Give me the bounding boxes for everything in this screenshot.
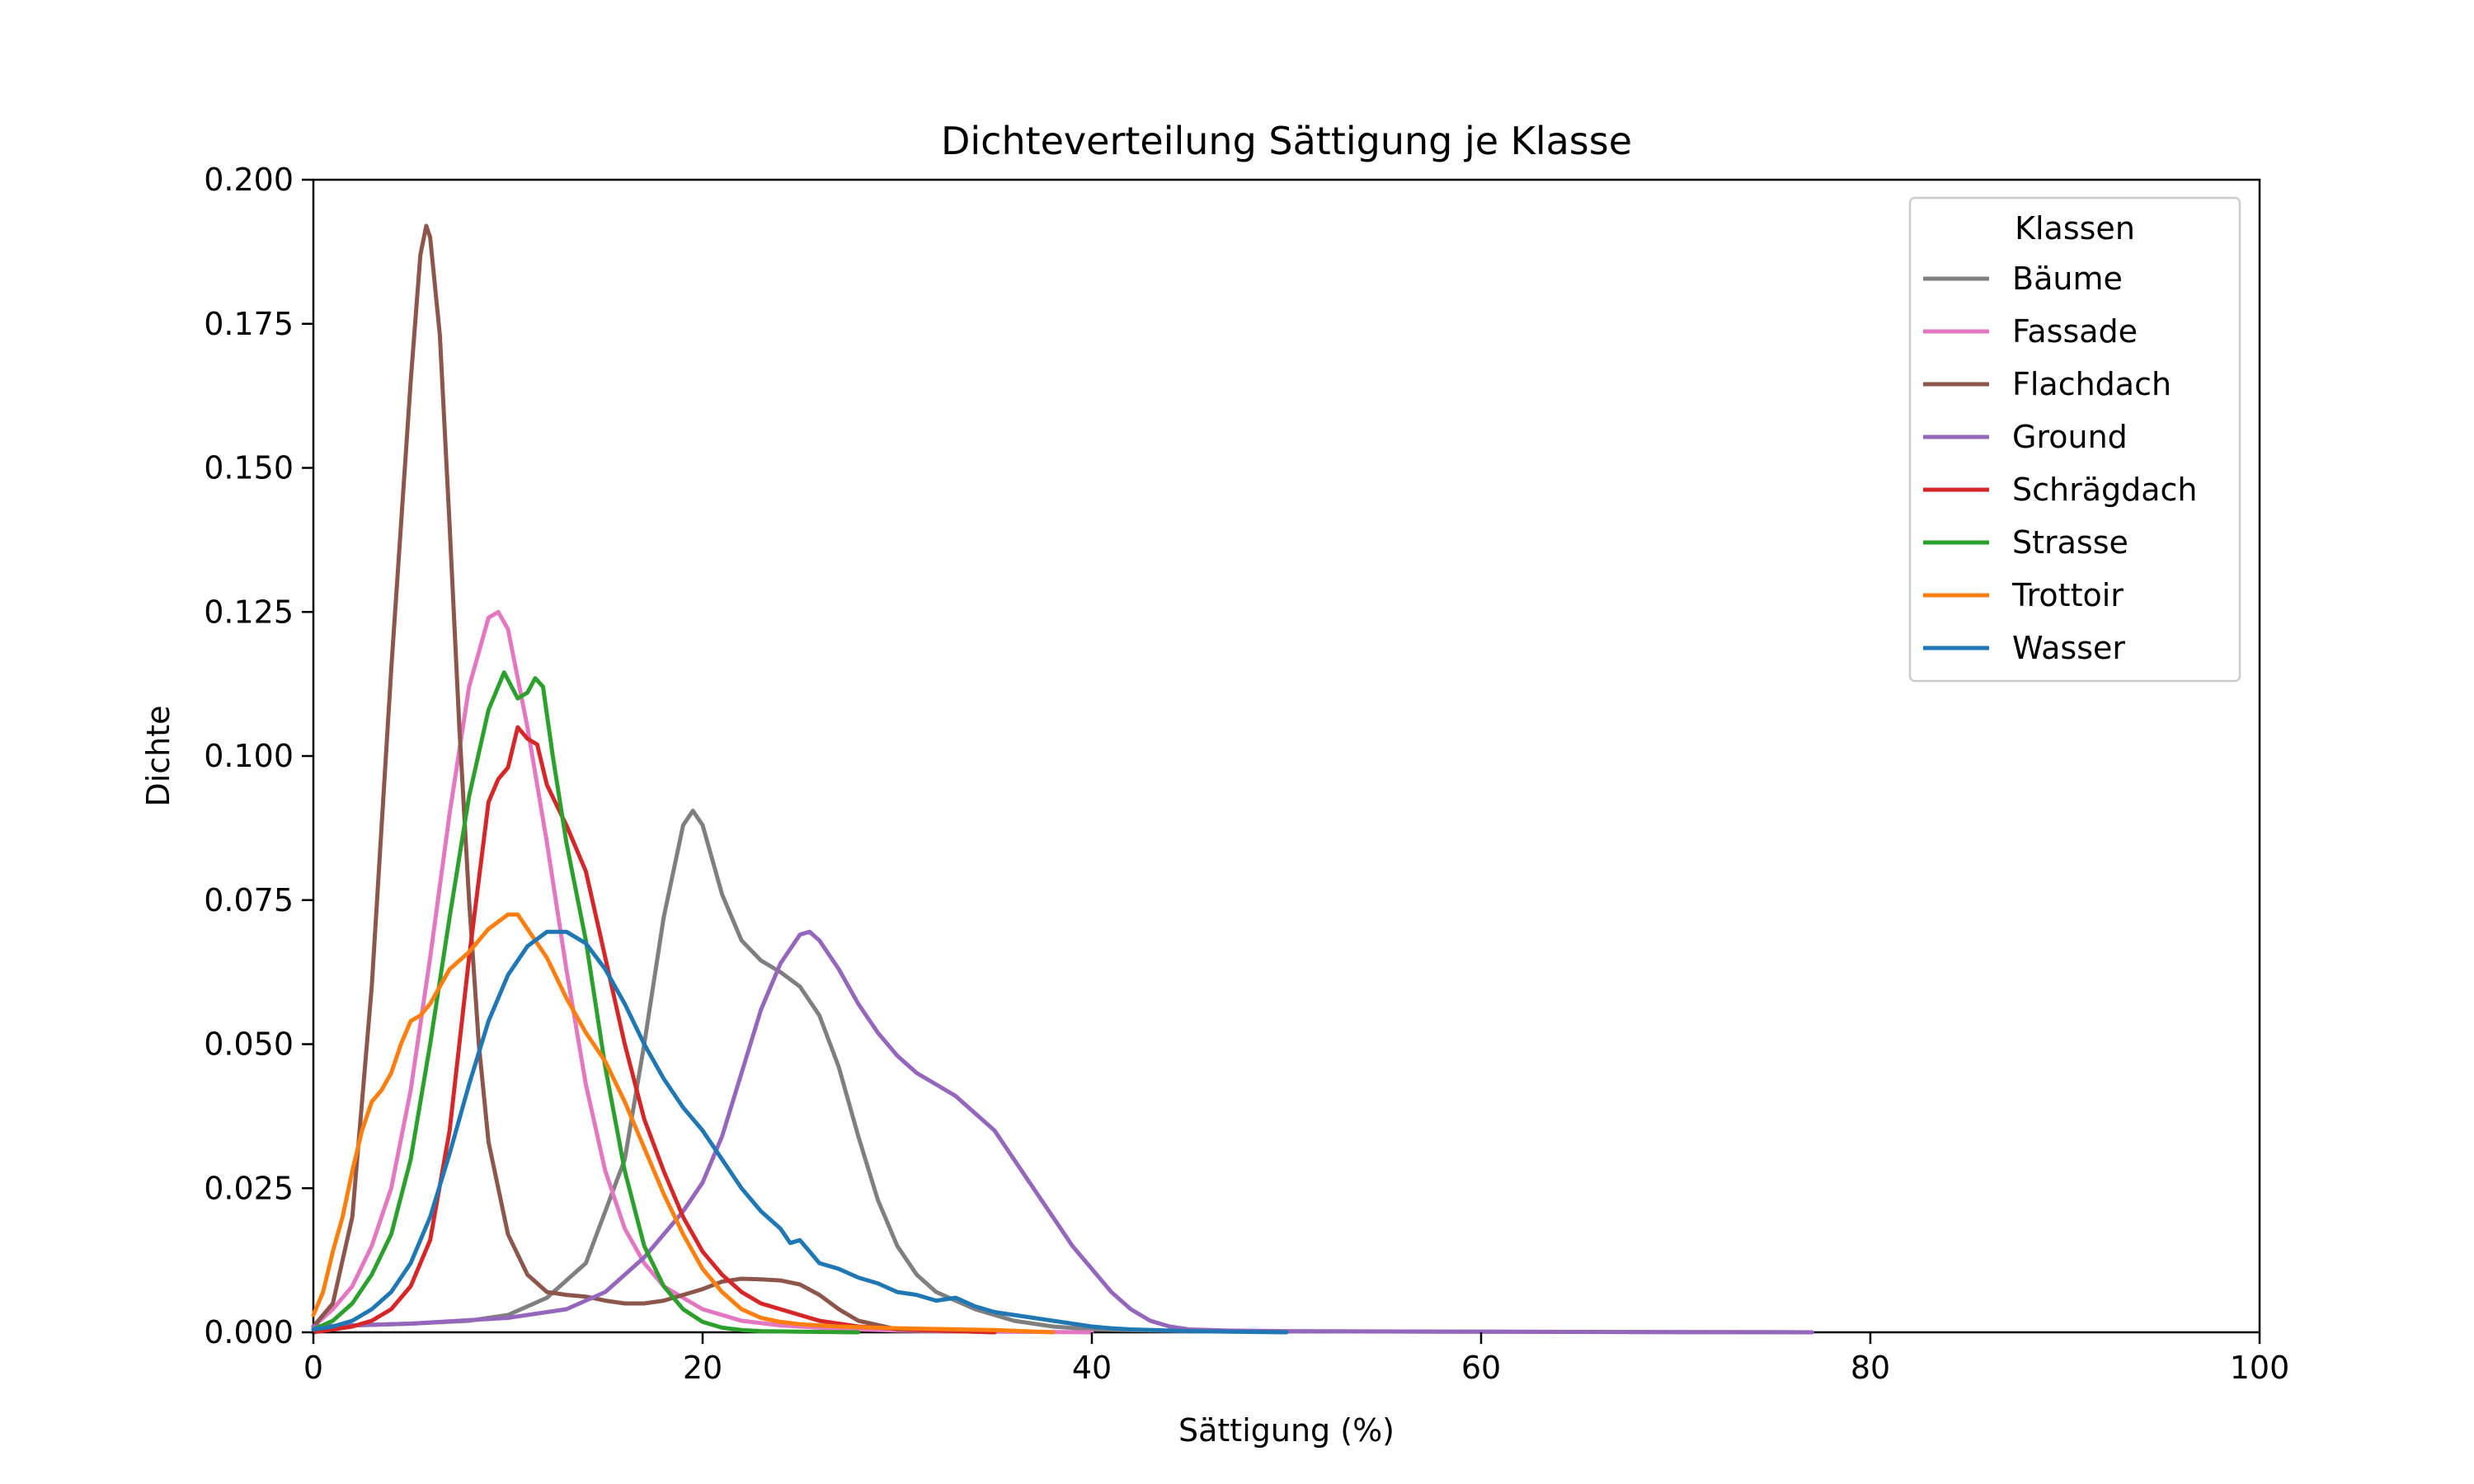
legend: Klassen Bäume Fassade Flachdach Ground Schrä… [1908, 196, 2241, 683]
legend-label: Fassade [2012, 313, 2138, 350]
chart-title: Dichteverteilung Sättigung je Klasse [941, 119, 1632, 163]
legend-label: Schrägdach [2012, 472, 2198, 508]
y-tick-label: 0.200 [204, 162, 294, 198]
legend-label: Bäume [2012, 261, 2123, 297]
y-tick-label: 0.075 [204, 882, 294, 918]
y-tick-label: 0.050 [204, 1026, 294, 1063]
y-tick-label: 0.175 [204, 306, 294, 342]
y-tick-label: 0.125 [204, 594, 294, 630]
y-tick-label: 0.025 [204, 1170, 294, 1206]
y-axis: 0.000 0.025 0.050 0.075 0.100 0.125 0.150 0.175… [204, 162, 313, 1350]
y-tick-label: 0.150 [204, 450, 294, 486]
x-tick-label: 20 [683, 1350, 722, 1386]
x-axis: 0 20 40 60 80 100 [303, 1332, 2289, 1386]
legend-label: Trottoir [2011, 577, 2124, 613]
series-line-2 [311, 223, 997, 1335]
x-tick-label: 40 [1072, 1350, 1112, 1386]
plot-area [311, 178, 2261, 1335]
y-axis-label: Dichte [140, 705, 176, 806]
series-line-1 [311, 609, 1094, 1335]
y-tick-label: 0.100 [204, 738, 294, 774]
legend-box [1908, 196, 2241, 683]
legend-label: Strasse [2012, 524, 2128, 561]
y-tick-label: 0.000 [204, 1314, 294, 1350]
series-line-7 [311, 929, 1289, 1335]
series-layer [311, 223, 1814, 1335]
series-line-0 [311, 808, 1814, 1335]
series-line-3 [311, 929, 1814, 1335]
series-line-6 [311, 912, 1056, 1335]
legend-items: Bäume Fassade Flachdach Ground Schrägdach Str… [1923, 261, 2198, 666]
legend-label: Flachdach [2012, 366, 2171, 402]
x-axis-label: Sättigung (%) [1178, 1412, 1395, 1449]
x-tick-label: 80 [1851, 1350, 1890, 1386]
x-tick-label: 60 [1461, 1350, 1501, 1386]
legend-label: Wasser [2012, 630, 2125, 666]
x-tick-label: 0 [303, 1350, 323, 1386]
legend-title: Klassen [2015, 210, 2135, 247]
series-line-5 [311, 670, 861, 1335]
legend-label: Ground [2012, 419, 2128, 455]
series-line-4 [311, 725, 997, 1335]
x-tick-label: 100 [2230, 1350, 2290, 1386]
